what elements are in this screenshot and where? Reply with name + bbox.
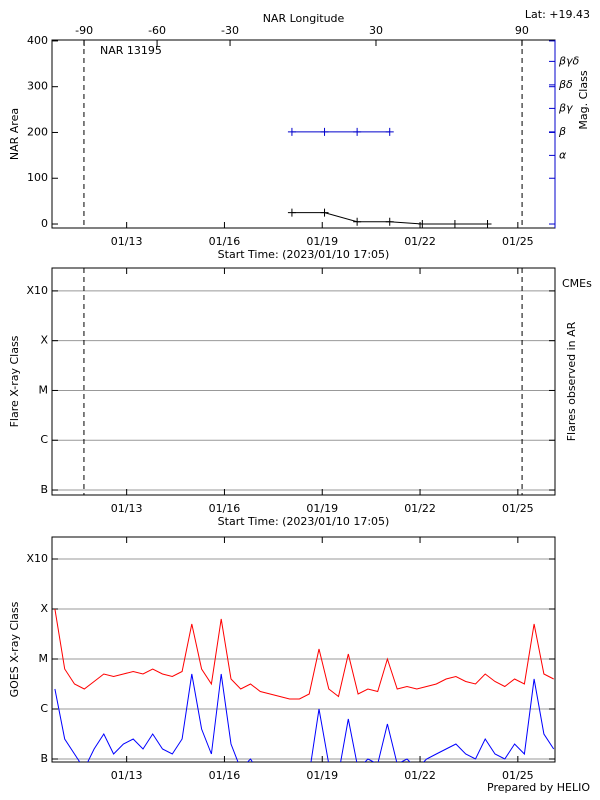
series-line (54, 608, 554, 700)
y-tick-label: 400 (27, 34, 48, 47)
y2-tick-label: βγ (558, 101, 573, 114)
y-tick-label: X10 (26, 284, 48, 297)
x2-tick-label: -30 (221, 24, 239, 37)
plot-area (54, 608, 555, 762)
point-marker (287, 208, 296, 217)
x-tick-label: 01/13 (111, 769, 143, 782)
annotation: CMEs (562, 277, 592, 290)
y2-tick-label: β (558, 125, 566, 138)
point-marker (483, 220, 492, 228)
x-tick-label: 01/22 (404, 769, 436, 782)
x-axis-title: Start Time: (2023/01/10 17:05) (218, 515, 390, 528)
y-tick-label: B (40, 752, 48, 765)
y-tick-label: 100 (27, 171, 48, 184)
y-tick-label: X (40, 334, 48, 347)
y-axis-title: GOES X-ray Class (8, 601, 21, 697)
plot-frame (51, 39, 556, 229)
y-tick-label: C (40, 433, 48, 446)
point-marker (320, 127, 329, 136)
y-tick-label: B (40, 483, 48, 496)
x-tick-label: 01/25 (502, 769, 534, 782)
x2-tick-label: 30 (369, 24, 383, 37)
x-tick-label: 01/19 (306, 235, 338, 248)
x2-tick-label: -60 (148, 24, 166, 37)
y-tick-label: X10 (26, 552, 48, 565)
point-marker (353, 217, 362, 226)
x-tick-label: 01/19 (306, 502, 338, 515)
x-tick-label: 01/19 (306, 769, 338, 782)
point-marker (353, 127, 362, 136)
point-marker (320, 208, 329, 217)
plot-frame (51, 536, 556, 763)
point-marker (287, 127, 296, 136)
panel-title: NAR 13195 (100, 44, 162, 57)
x2-tick-label: 90 (515, 24, 529, 37)
point-marker (385, 127, 394, 136)
y-tick-label: 0 (41, 217, 48, 230)
x2-tick-label: -90 (75, 24, 93, 37)
note: Prepared by HELIO (487, 781, 590, 794)
y-tick-label: C (40, 702, 48, 715)
x-tick-label: 01/16 (209, 502, 241, 515)
y2-tick-label: βγδ (558, 54, 580, 67)
y-tick-label: 300 (27, 80, 48, 93)
plot-frame (51, 267, 556, 496)
y-tick-label: 200 (27, 125, 48, 138)
y2-tick-label: βδ (558, 78, 573, 91)
x-tick-label: 01/16 (209, 769, 241, 782)
y-axis-title: NAR Area (8, 108, 21, 160)
y-axis-title: Flare X-ray Class (8, 335, 21, 427)
y2-tick-label: α (559, 148, 567, 161)
x-tick-label: 01/16 (209, 235, 241, 248)
x-tick-label: 01/25 (502, 502, 534, 515)
y-tick-label: X (40, 602, 48, 615)
point-marker (418, 220, 427, 228)
y-tick-label: M (39, 652, 49, 665)
series-line (54, 673, 555, 762)
x-tick-label: 01/13 (111, 502, 143, 515)
y2-axis-title: Flares observed in AR (565, 321, 578, 441)
x2-axis-title: NAR Longitude (263, 12, 345, 25)
plot-area (287, 127, 492, 228)
point-marker (385, 217, 394, 226)
point-marker (450, 220, 459, 228)
x-tick-label: 01/25 (502, 235, 534, 248)
annotation: Lat: +19.43 (525, 8, 590, 21)
y-tick-label: M (39, 383, 49, 396)
x-tick-label: 01/22 (404, 502, 436, 515)
y2-axis-title: Mag. Class (577, 70, 590, 129)
x-axis-title: Start Time: (2023/01/10 17:05) (218, 248, 390, 261)
x-tick-label: 01/13 (111, 235, 143, 248)
x-tick-label: 01/22 (404, 235, 436, 248)
